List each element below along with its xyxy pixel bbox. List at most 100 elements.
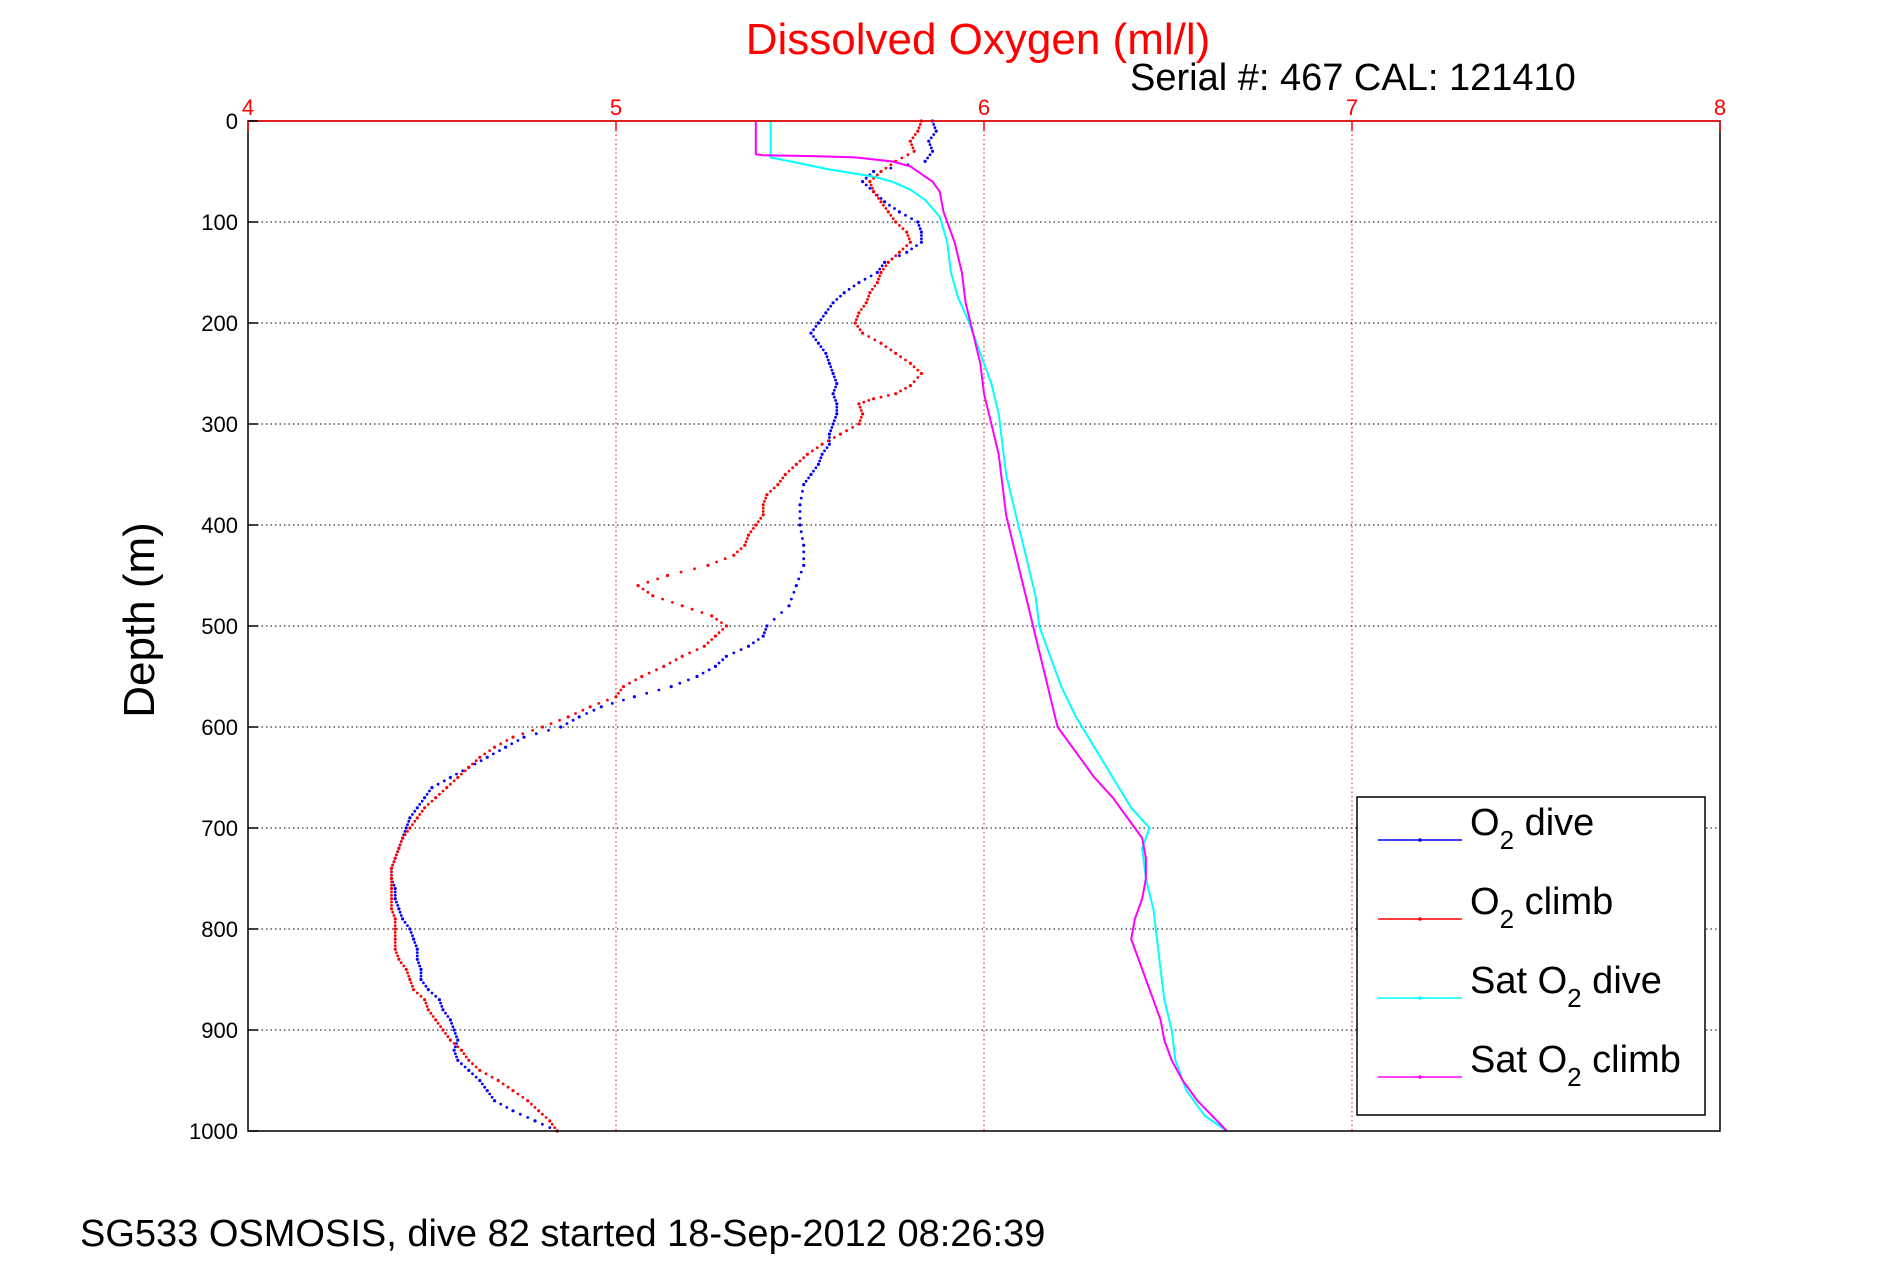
data-point (830, 426, 834, 429)
data-point (453, 1032, 457, 1035)
data-point (397, 907, 401, 911)
data-point (438, 792, 441, 796)
data-point (901, 227, 905, 231)
data-point (485, 1089, 489, 1093)
data-point (646, 590, 650, 594)
data-point (679, 570, 683, 574)
data-point (599, 705, 603, 709)
data-point (548, 1126, 552, 1129)
data-point (417, 961, 420, 965)
series-sat_dive (769, 121, 1228, 1132)
data-point (540, 725, 545, 729)
data-point (732, 651, 736, 655)
data-point (739, 648, 743, 651)
data-point (401, 836, 405, 840)
data-point (783, 472, 787, 477)
data-point (873, 338, 877, 342)
data-point (430, 799, 434, 803)
data-point (832, 388, 836, 392)
data-point (904, 358, 907, 362)
data-point (858, 328, 862, 332)
data-point (761, 634, 765, 638)
series-o2_dive (389, 119, 938, 1133)
data-point (499, 742, 503, 746)
data-point (581, 708, 585, 712)
data-point (550, 1122, 554, 1126)
data-point (406, 924, 409, 927)
data-point (406, 830, 409, 833)
data-point (391, 910, 395, 914)
data-point (448, 775, 452, 780)
data-point (537, 1109, 541, 1113)
data-point (824, 311, 828, 315)
data-point (393, 920, 397, 924)
data-point (478, 755, 482, 759)
data-point (439, 1025, 442, 1028)
data-point (802, 550, 806, 554)
data-point (403, 830, 407, 833)
data-point (396, 954, 400, 958)
data-point (452, 779, 456, 783)
data-point (680, 654, 684, 658)
data-point (831, 371, 835, 376)
data-point (418, 964, 422, 968)
data-point (867, 399, 871, 402)
data-point (858, 419, 862, 422)
data-point (397, 846, 401, 850)
legend-entry-sat_climb: Sat O2 climb (1378, 1039, 1681, 1092)
data-point (790, 597, 793, 601)
data-point (769, 489, 772, 493)
data-point (743, 543, 747, 547)
data-point (390, 900, 393, 904)
data-point (574, 712, 577, 715)
y-tick-label: 600 (201, 715, 238, 740)
data-point (553, 1126, 557, 1129)
data-point (390, 883, 393, 887)
data-point (450, 1021, 453, 1025)
data-point (483, 752, 487, 756)
data-point (511, 1109, 515, 1113)
data-point (622, 698, 625, 702)
data-point (764, 628, 768, 631)
data-point (474, 759, 478, 763)
data-point (828, 436, 831, 439)
data-point (929, 146, 933, 150)
data-point (821, 314, 825, 318)
data-point (842, 291, 846, 295)
data-point (661, 597, 664, 601)
data-point (423, 796, 427, 800)
data-point (781, 476, 785, 480)
data-point (724, 624, 729, 628)
data-point (393, 937, 397, 941)
data-point (480, 1082, 484, 1086)
data-point (393, 934, 397, 938)
series-o2_climb (389, 119, 924, 1133)
data-point (392, 860, 396, 864)
data-point (455, 1055, 458, 1059)
data-point (886, 260, 890, 264)
legend: O2 dive O2 climb Sat O2 dive Sat O2 climb (1356, 796, 1706, 1116)
data-point (521, 732, 525, 736)
data-point (916, 376, 920, 379)
data-point (467, 765, 471, 770)
data-point (904, 213, 907, 217)
data-point (426, 803, 430, 806)
data-point (861, 180, 865, 184)
data-point (862, 304, 866, 308)
data-point (814, 466, 818, 470)
data-point (415, 951, 419, 954)
data-point (393, 890, 397, 894)
data-point (801, 489, 804, 493)
data-point (816, 321, 821, 325)
data-point (463, 1065, 467, 1069)
data-point (934, 129, 938, 133)
data-point (411, 934, 414, 938)
data-point (872, 397, 876, 401)
data-point (917, 126, 921, 130)
data-point (462, 1052, 466, 1055)
data-point (799, 530, 803, 534)
data-point (399, 914, 403, 917)
data-point (710, 638, 714, 641)
data-point (871, 186, 874, 190)
data-point (419, 994, 423, 998)
